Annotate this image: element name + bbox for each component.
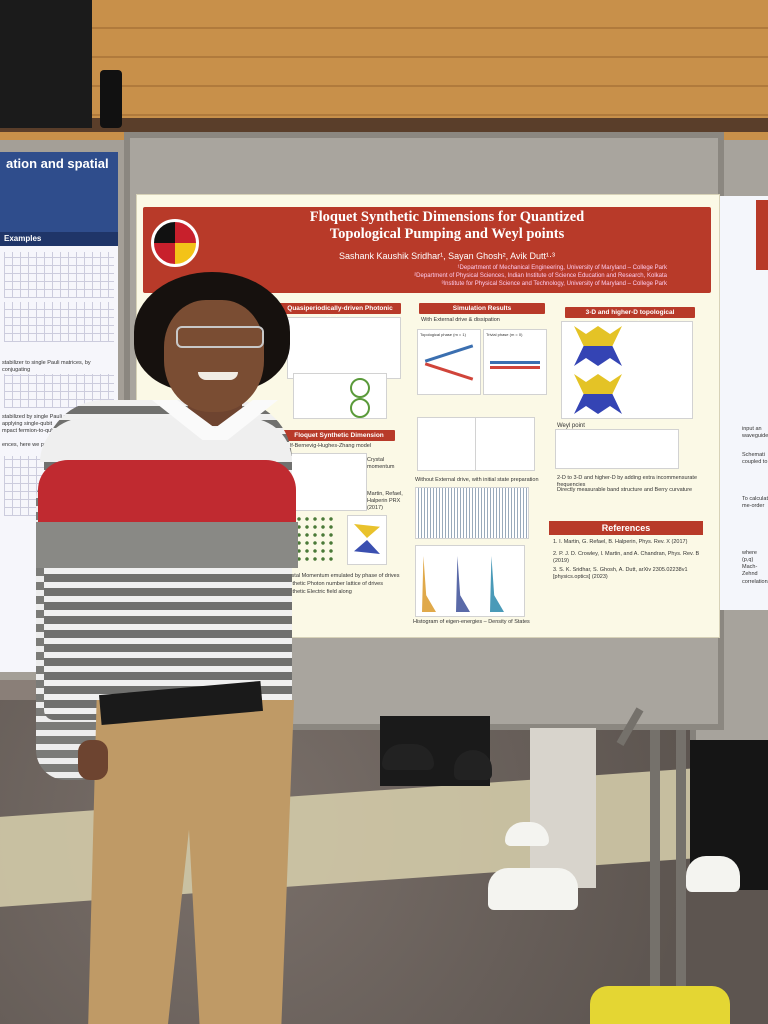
left-poster-figure <box>4 252 114 298</box>
shirt-red-stripe <box>38 460 296 522</box>
section-header-higher-d: 3-D and higher-D topological Hamiltonian… <box>565 307 695 327</box>
floquet-note: Crystal momentum <box>367 457 395 471</box>
time-series-plot <box>415 487 529 539</box>
background-shoe <box>686 856 740 892</box>
spectrum-plot-1 <box>417 417 477 471</box>
right-poster-text: input an waveguide <box>742 426 768 440</box>
section-header-floquet: Floquet Synthetic Dimension <box>283 430 395 441</box>
yellow-bag <box>590 986 730 1024</box>
wall-trim <box>0 118 768 132</box>
reference-3: 3. S. K. Sridhar, S. Ghosh, A. Dutt, arX… <box>553 567 688 581</box>
floquet-caption: Crystal Momentum emulated by phase of dr… <box>283 573 400 579</box>
molecule-schematic <box>293 373 387 419</box>
left-poster-band: Examples <box>0 232 118 246</box>
person-hand <box>78 740 108 780</box>
background-shoe <box>505 822 549 846</box>
shirt-white-stripe <box>40 418 292 462</box>
background-shoe <box>382 744 434 770</box>
floquet-caption-3: Synthetic Electric field along <box>283 589 352 595</box>
right-poster-text: To calculat me-order <box>742 496 768 510</box>
right-poster: input an waveguide Schemati coupled to T… <box>716 196 768 610</box>
reference-2: 2. P. J. D. Crowley, I. Martin, and A. C… <box>553 551 700 565</box>
poster-authors: Sashank Kaushik Sridhar¹, Sayan Ghosh², … <box>339 251 555 261</box>
left-poster-header: ation and spatial <box>0 152 118 232</box>
section-header-references: References <box>549 521 703 535</box>
weyl-band-figure <box>561 321 693 419</box>
section-header-molecule: Quasiperiodically-driven Photonic Molecu… <box>279 303 401 323</box>
person-smile <box>198 372 238 380</box>
poster-title: Floquet Synthetic Dimensions for Quantiz… <box>217 209 677 244</box>
background-shoe <box>488 868 578 910</box>
spectrum-plot-2 <box>475 417 535 471</box>
weyl-point-label: Weyl point <box>557 423 585 429</box>
board-leg <box>650 730 660 1010</box>
higher-d-bullet-2: Directly measurable band structure and B… <box>557 487 693 493</box>
floquet-model-text: Half-Bernevig-Hughes-Zhang model <box>283 443 372 449</box>
weyl-hamiltonian-equation <box>555 429 679 469</box>
floquet-citation: Martin, Refael, Halperin PRX (2017) <box>367 491 403 512</box>
topological-phase-label: Topological phase (m = 1) <box>420 332 466 337</box>
floquet-equations <box>287 453 367 511</box>
left-poster-text: stabilizer to single Pauli matrices, by … <box>2 360 91 374</box>
wood-wall <box>0 0 768 140</box>
background-person-legs <box>530 728 596 888</box>
poster-affiliation-2: ²Department of Physical Sciences, Indian… <box>414 273 667 279</box>
board-leg <box>676 730 686 1010</box>
trivial-phase-label: Trivial phase (m = 0) <box>486 332 523 337</box>
right-poster-text: where (p,q) Mach-Zehnd correlations <box>742 550 768 585</box>
person-face <box>164 300 264 412</box>
research-poster: Floquet Synthetic Dimensions for Quantiz… <box>136 194 720 638</box>
density-of-states-plot <box>415 545 525 617</box>
right-poster-text: Schemati coupled to <box>742 452 768 466</box>
poster-title-line2: Topological Pumping and Weyl points <box>329 226 565 243</box>
floquet-caption-2: Synthetic Photon number lattice of drive… <box>283 581 383 587</box>
trivial-phase-plot: Trivial phase (m = 0) <box>483 329 547 395</box>
simulation-caption-2: Without External drive, with initial sta… <box>415 477 539 483</box>
left-poster-text: stabilized by single Pauli matrices and … <box>2 414 95 428</box>
section-header-simulation: Simulation Results <box>419 303 545 314</box>
university-seal-icon <box>151 219 199 267</box>
eyeglasses-icon <box>176 326 264 348</box>
left-poster-text: mpact fermion-to-qubit mapping <box>2 428 80 434</box>
speaker <box>0 0 92 128</box>
higher-d-bullet-1: 2-D to 3-D and higher-D by adding extra … <box>557 475 698 489</box>
shirt-grey-stripe <box>36 522 298 568</box>
band-structure-figure <box>347 515 387 565</box>
right-poster-header <box>756 200 768 270</box>
poster-affiliation-1: ¹Department of Mechanical Engineering, U… <box>457 265 667 271</box>
background-shoe <box>454 750 492 780</box>
reference-1: 1. I. Martin, G. Refael, B. Halperin, Ph… <box>553 539 688 545</box>
left-poster-figure <box>4 302 114 342</box>
poster-title-line1: Floquet Synthetic Dimensions for Quantiz… <box>309 209 585 225</box>
topological-phase-plot: Topological phase (m = 1) <box>417 329 481 395</box>
dos-caption: Histogram of eigen-energies – Density of… <box>413 619 530 625</box>
speaker-small <box>100 70 122 128</box>
molecule-diagram <box>287 317 401 379</box>
simulation-caption: With External drive & dissipation <box>421 317 500 323</box>
poster-affiliation-3: ³Institute for Physical Science and Tech… <box>441 281 667 287</box>
